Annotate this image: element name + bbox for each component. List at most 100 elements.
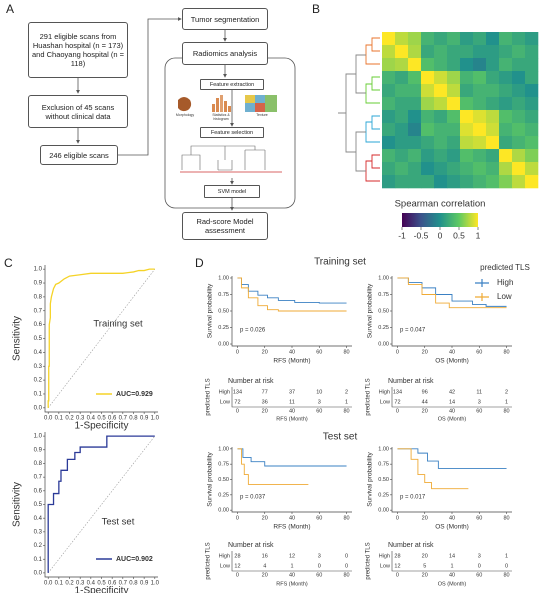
heatmap-cell: [395, 149, 409, 163]
heatmap-cell: [499, 71, 513, 85]
heatmap-cell: [460, 162, 474, 176]
y-tick-label: 1.00: [218, 275, 229, 281]
risk-count: 2: [505, 389, 508, 395]
heatmap-cell: [512, 58, 526, 72]
heatmap-cell: [382, 45, 396, 59]
heatmap-cell: [447, 175, 461, 189]
flow-node: Feature selection: [200, 127, 264, 138]
heatmap-cell: [473, 97, 487, 111]
x-tick-label: 80: [343, 515, 349, 521]
colorbar-title: Spearman correlation: [395, 199, 486, 210]
x-tick-label: 0.2: [65, 581, 74, 587]
y-tick-label: 0.4: [34, 516, 43, 522]
line: [397, 448, 469, 490]
heatmap-cell: [408, 162, 422, 176]
y-axis-label: Survival probability: [207, 451, 214, 506]
colorbar-tick-label: 1: [476, 230, 481, 240]
y-tick-label: 1.00: [218, 446, 229, 452]
risk-count: 72: [234, 399, 240, 405]
heatmap-cell: [473, 123, 487, 137]
y-tick-label: 0.50: [378, 477, 389, 483]
x-tick-label: 40: [289, 572, 295, 578]
line: [237, 277, 347, 312]
annotation: p = 0.017: [400, 495, 426, 501]
y-tick-label: 0.6: [34, 322, 43, 328]
risk-row-label: High: [219, 553, 230, 559]
heatmap-cell: [408, 32, 422, 46]
x-tick-label: 80: [503, 572, 509, 578]
x-tick-label: 60: [316, 349, 322, 355]
colorbar-tick-label: 0.5: [453, 230, 465, 240]
heatmap-cell: [434, 84, 448, 98]
risk-count: 1: [505, 553, 508, 559]
x-tick-label: 0: [236, 408, 239, 414]
y-tick-label: 0.6: [34, 488, 43, 494]
heatmap-cell: [447, 58, 461, 72]
x-tick-label: 0.1: [55, 581, 64, 587]
heatmap-cell: [499, 136, 513, 150]
risk-count: 3: [318, 553, 321, 559]
heatmap-cell: [395, 32, 409, 46]
axis-line: [231, 276, 352, 347]
heatmap-cell: [460, 123, 474, 137]
risk-count: 4: [263, 563, 266, 569]
x-tick-label: 0: [236, 349, 239, 355]
risk-y-label: predicted TLS: [206, 542, 212, 579]
heatmap-cell: [408, 97, 422, 111]
x-axis-label: OS (Month): [438, 416, 467, 422]
heatmap-cell: [512, 71, 526, 85]
heatmap-cell: [382, 136, 396, 150]
heatmap-cell: [395, 97, 409, 111]
risk-row-label: Low: [380, 563, 390, 569]
x-tick-label: 0.4: [87, 416, 96, 422]
heatmap-cell: [512, 149, 526, 163]
heatmap-cell: [408, 45, 422, 59]
y-tick-label: 1.0: [34, 267, 43, 273]
risk-row-label: Low: [220, 399, 230, 405]
heatmap-cell: [473, 136, 487, 150]
x-tick-label: 60: [476, 515, 482, 521]
x-tick-label: 40: [449, 408, 455, 414]
x-tick-label: 40: [449, 572, 455, 578]
risk-table-title: Number at risk: [388, 378, 434, 385]
section-heading: Test set: [323, 432, 358, 443]
y-tick-label: 0.50: [378, 308, 389, 314]
heatmap-cell: [525, 110, 539, 124]
y-tick-label: 0.8: [34, 461, 43, 467]
heatmap-cell: [421, 136, 435, 150]
risk-count: 1: [290, 563, 293, 569]
x-tick-label: 1.0: [151, 416, 160, 422]
heatmap-cell: [395, 45, 409, 59]
risk-count: 0: [318, 563, 321, 569]
risk-count: 14: [449, 399, 455, 405]
heatmap-cell: [395, 162, 409, 176]
risk-count: 72: [394, 399, 400, 405]
heatmap-cell: [421, 84, 435, 98]
y-tick-label: 0.4: [34, 350, 43, 356]
risk-count: 96: [422, 389, 428, 395]
heatmap-cell: [421, 110, 435, 124]
x-axis-label: OS (Month): [435, 358, 469, 365]
heatmap-cell: [525, 162, 539, 176]
legend-label: AUC=0.929: [116, 391, 153, 398]
heatmap-cell: [473, 32, 487, 46]
icon-label: Texture: [256, 113, 268, 117]
heatmap-cell: [460, 71, 474, 85]
x-tick-label: 0.8: [129, 581, 138, 587]
line: [237, 448, 347, 467]
panel-label: D: [195, 256, 204, 270]
line: [397, 448, 507, 469]
y-tick-label: 0.00: [218, 508, 229, 514]
x-tick-label: 20: [422, 572, 428, 578]
annotation: p = 0.047: [400, 328, 426, 334]
icon-label: Statistics & histogram: [212, 113, 230, 121]
heatmap-cell: [434, 123, 448, 137]
heatmap-cell: [525, 84, 539, 98]
legend-swatch: [475, 279, 489, 287]
y-tick-label: 0.9: [34, 447, 43, 453]
heatmap-cell: [460, 58, 474, 72]
axis-line: [231, 387, 352, 408]
y-tick-label: 0.9: [34, 281, 43, 287]
y-axis-label: Sensitivity: [12, 316, 23, 361]
heatmap-cell: [499, 45, 513, 59]
